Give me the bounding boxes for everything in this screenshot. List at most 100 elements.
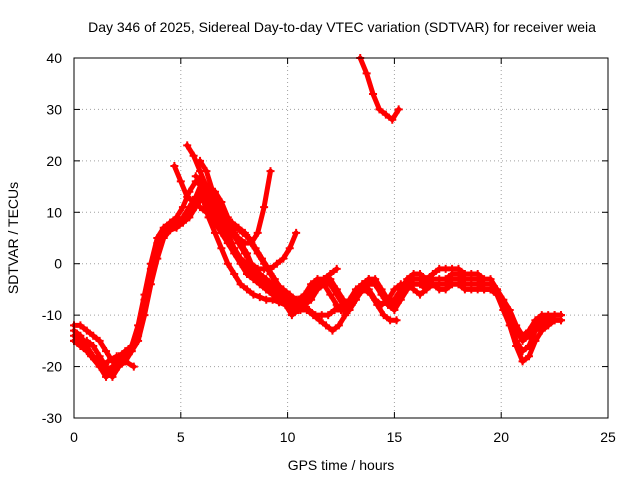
data-point bbox=[134, 326, 143, 335]
data-point bbox=[371, 280, 380, 289]
data-point bbox=[87, 352, 96, 361]
axis-ticks bbox=[73, 57, 609, 419]
data-point bbox=[213, 208, 222, 217]
data-point bbox=[416, 270, 425, 278]
data-point bbox=[518, 347, 527, 356]
data-point bbox=[454, 275, 463, 284]
data-point bbox=[183, 192, 192, 201]
data-point bbox=[223, 234, 232, 242]
data-point bbox=[238, 228, 247, 237]
data-point bbox=[292, 295, 301, 304]
data-point bbox=[102, 347, 111, 356]
data-point bbox=[78, 342, 87, 350]
data-point bbox=[287, 306, 296, 314]
data-point bbox=[121, 357, 130, 366]
data-point bbox=[277, 285, 286, 294]
data-point bbox=[104, 357, 113, 366]
x-tick-label: 0 bbox=[70, 429, 78, 445]
data-point bbox=[337, 306, 345, 314]
y-tick-label: 20 bbox=[46, 153, 62, 169]
data-point bbox=[322, 321, 331, 330]
data-point bbox=[324, 311, 333, 320]
data-point bbox=[334, 321, 343, 330]
data-point bbox=[309, 311, 318, 320]
plot-frame bbox=[73, 57, 609, 419]
data-point bbox=[76, 331, 85, 340]
data-point bbox=[537, 321, 546, 330]
data-point bbox=[396, 285, 405, 294]
data-point bbox=[127, 342, 136, 350]
data-point bbox=[89, 331, 98, 340]
data-point bbox=[416, 290, 425, 299]
data-point bbox=[112, 352, 121, 361]
data-point bbox=[264, 264, 273, 273]
data-point bbox=[76, 321, 85, 330]
y-tick-label: 30 bbox=[46, 101, 62, 117]
data-point bbox=[339, 295, 348, 304]
y-tick-labels: -30 -20 -10 0 10 20 30 40 bbox=[42, 50, 62, 426]
data-point bbox=[328, 326, 337, 335]
data-point bbox=[454, 264, 463, 273]
data-point bbox=[166, 223, 175, 232]
y-axis-label: SDTVAR / TECUs bbox=[5, 182, 21, 294]
data-point bbox=[524, 342, 533, 350]
data-point bbox=[219, 213, 228, 222]
data-point bbox=[170, 162, 179, 170]
data-point bbox=[524, 352, 533, 361]
y-tick-label: -10 bbox=[42, 307, 62, 323]
data-point bbox=[178, 213, 187, 222]
data-point bbox=[381, 110, 390, 119]
data-point bbox=[375, 105, 384, 114]
x-tick-label: 5 bbox=[177, 429, 185, 445]
data-point bbox=[255, 293, 264, 302]
data-point bbox=[266, 167, 275, 176]
data-point bbox=[422, 285, 431, 294]
data-point bbox=[153, 239, 162, 248]
data-point bbox=[191, 192, 200, 201]
data-point bbox=[332, 285, 341, 294]
data-point bbox=[108, 372, 117, 381]
data-point bbox=[102, 367, 111, 376]
data-point bbox=[403, 275, 412, 284]
data-point bbox=[189, 151, 198, 160]
data-point bbox=[236, 280, 245, 289]
y-tick-label: 10 bbox=[46, 204, 62, 220]
data-point bbox=[283, 295, 292, 304]
data-point bbox=[217, 244, 226, 253]
data-point bbox=[95, 362, 104, 371]
data-point bbox=[473, 270, 482, 278]
data-point bbox=[505, 316, 514, 325]
data-point bbox=[285, 244, 294, 253]
data-point bbox=[230, 244, 239, 253]
chart-title: Day 346 of 2025, Sidereal Day-to-day VTE… bbox=[88, 19, 596, 35]
data-point bbox=[531, 316, 540, 325]
data-point bbox=[492, 285, 501, 294]
data-point bbox=[332, 264, 341, 273]
data-point bbox=[243, 249, 252, 258]
x-tick-label: 10 bbox=[280, 429, 296, 445]
data-point bbox=[292, 228, 301, 237]
data-point bbox=[206, 198, 215, 206]
data-point bbox=[347, 300, 356, 309]
data-point bbox=[392, 316, 401, 325]
data-point bbox=[223, 259, 232, 268]
y-tick-label: 40 bbox=[46, 50, 62, 66]
data-point bbox=[302, 306, 311, 314]
data-point bbox=[379, 311, 388, 320]
data-point bbox=[416, 280, 425, 289]
data-point bbox=[441, 280, 450, 289]
data-point bbox=[388, 115, 397, 124]
data-point bbox=[390, 295, 399, 304]
data-point bbox=[245, 234, 254, 242]
data-point bbox=[557, 316, 566, 325]
data-point bbox=[279, 254, 288, 263]
data-point bbox=[300, 290, 309, 299]
data-point bbox=[253, 228, 262, 237]
data-point bbox=[196, 203, 205, 212]
data-point bbox=[232, 223, 241, 232]
data-point bbox=[486, 275, 495, 284]
data-point bbox=[354, 290, 363, 299]
x-axis-label: GPS time / hours bbox=[288, 457, 395, 473]
data-point bbox=[185, 203, 194, 212]
